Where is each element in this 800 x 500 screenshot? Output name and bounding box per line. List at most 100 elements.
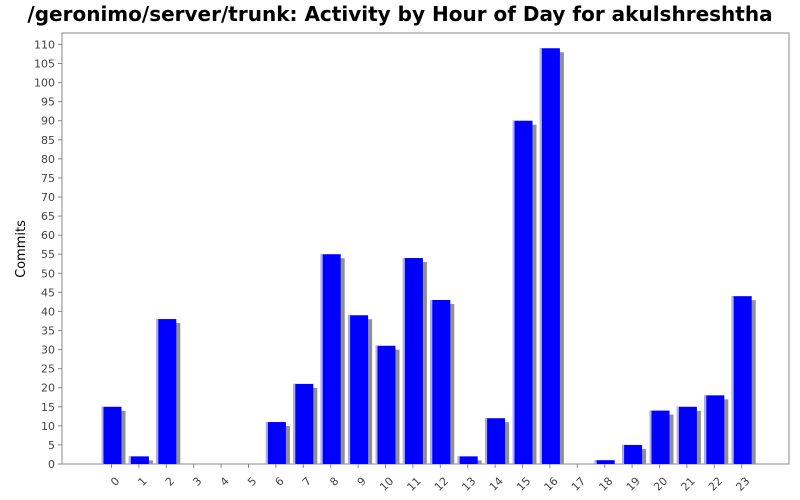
y-tick-label: 105 [34,58,55,71]
bar-fill [485,418,506,464]
y-tick-label: 45 [41,286,55,299]
bar-fill [430,299,451,464]
bar-highlight [402,258,405,464]
bar [539,48,564,464]
bar-highlight [457,456,460,464]
x-tick-label: 5 [245,475,259,489]
bar-highlight [704,395,707,464]
y-tick-label: 90 [41,115,55,128]
bar-highlight [512,120,515,465]
bar [676,406,701,464]
y-tick-label: 20 [41,382,55,395]
bar [348,315,373,464]
bar-fill [512,120,533,465]
y-tick-label: 5 [48,439,55,452]
x-tick-label: 13 [459,475,478,494]
bar [594,460,619,464]
y-axis-ticks: 0 5 10 15 20 25 30 35 40 45 50 55 60 65 70 75 80 85 90 95 10… [34,38,62,471]
bar-highlight [649,410,652,464]
y-tick-label: 75 [41,172,55,185]
bar-highlight [265,422,268,464]
y-tick-label: 40 [41,305,55,318]
x-tick-label: 11 [405,475,424,494]
bar-highlight [430,299,433,464]
x-tick-label: 21 [679,475,698,494]
x-tick-label: 2 [163,475,177,489]
y-tick-label: 70 [41,191,55,204]
bar [101,406,126,464]
bar-fill [704,395,725,464]
x-tick-label: 9 [355,475,369,489]
bar-highlight [594,460,597,464]
y-tick-label: 0 [48,458,55,471]
bar [265,422,290,464]
y-tick-label: 65 [41,210,55,223]
bar-highlight [101,406,104,464]
bar-fill [320,254,341,464]
x-tick-label: 14 [487,475,506,494]
bar-highlight [320,254,323,464]
bars [101,48,756,465]
bar-fill [539,48,560,464]
bar-fill [348,315,369,464]
x-tick-label: 16 [542,475,561,494]
bar-fill [128,456,149,464]
bar [649,410,674,464]
bar-highlight [539,48,542,464]
y-tick-label: 100 [34,77,55,90]
bar-fill [622,444,643,464]
x-tick-label: 17 [569,475,588,494]
bar-fill [101,406,122,464]
bar [293,383,318,464]
bar-highlight [128,456,131,464]
y-tick-label: 10 [41,420,55,433]
x-tick-label: 18 [596,475,615,494]
y-tick-label: 50 [41,267,55,280]
bar [375,345,400,464]
bar [512,120,537,465]
x-tick-label: 1 [136,475,150,489]
x-tick-label: 23 [733,475,752,494]
x-tick-label: 3 [190,475,204,489]
bar [430,299,455,464]
bar-fill [731,296,752,464]
y-tick-label: 110 [34,38,55,51]
x-tick-label: 12 [432,475,451,494]
bar-fill [375,345,396,464]
bar [156,319,181,464]
y-axis-label: Commits [14,220,29,278]
y-tick-label: 55 [41,248,55,261]
x-tick-label: 10 [377,475,396,494]
bar [457,456,482,464]
x-tick-label: 20 [651,475,670,494]
x-tick-label: 7 [300,475,314,489]
bar [704,395,729,464]
y-tick-label: 35 [41,325,55,338]
bar-fill [457,456,478,464]
x-tick-label: 15 [514,475,533,494]
bar-highlight [676,406,679,464]
x-tick-label: 6 [273,475,287,489]
bar-highlight [156,319,159,464]
bar [485,418,510,464]
bar-highlight [622,444,625,464]
y-tick-label: 60 [41,229,55,242]
bar [128,456,153,464]
chart-title: /geronimo/server/trunk: Activity by Hour… [27,2,773,26]
bar-fill [594,460,615,464]
y-tick-label: 95 [41,96,55,109]
y-tick-label: 15 [41,401,55,414]
bar-highlight [731,296,734,464]
y-tick-label: 85 [41,134,55,147]
x-tick-label: 8 [327,475,341,489]
bar-fill [156,319,177,464]
bar-fill [649,410,670,464]
bar-highlight [375,345,378,464]
x-tick-label: 0 [108,475,122,489]
bar [402,258,427,464]
bar-fill [402,258,423,464]
bar-highlight [348,315,351,464]
bar-fill [265,422,286,464]
bar [731,296,756,464]
